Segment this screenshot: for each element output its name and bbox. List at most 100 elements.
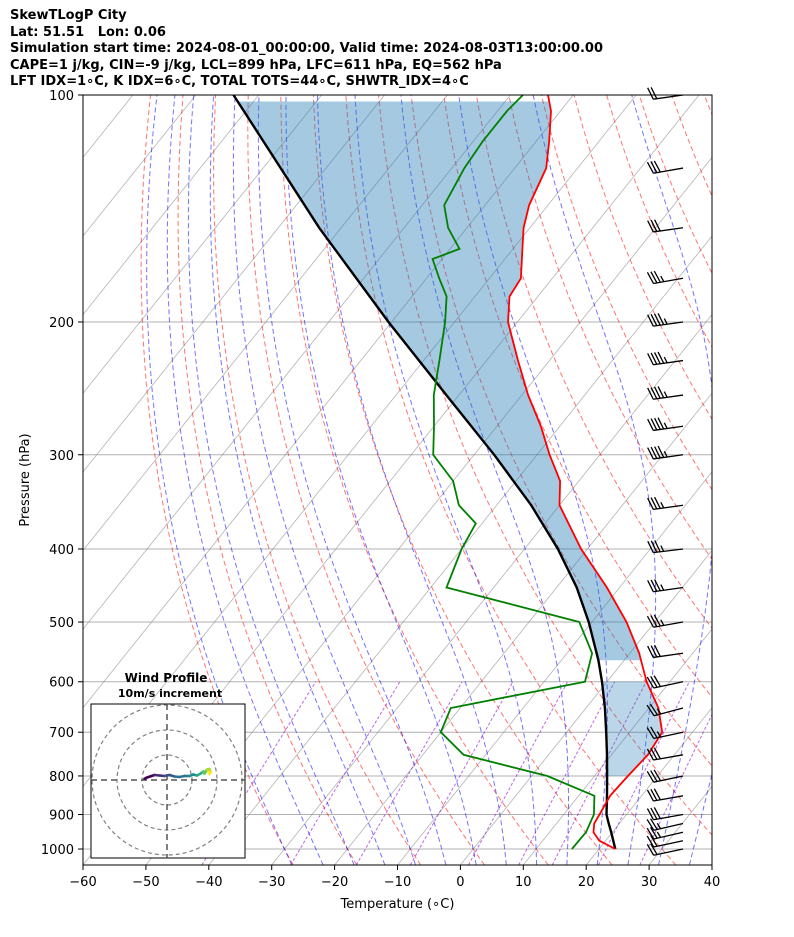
wind-barb-staff bbox=[653, 822, 684, 831]
moist-adiabat-line bbox=[720, 95, 794, 865]
wind-barb-flag bbox=[650, 807, 658, 820]
station-coords: Lat: 51.51 Lon: 0.06 bbox=[10, 24, 166, 40]
dry-adiabat-line bbox=[540, 95, 712, 491]
wind-barb-flag bbox=[660, 619, 665, 626]
wind-barb-staff bbox=[653, 621, 684, 628]
wind-barb-flag bbox=[650, 818, 658, 830]
wind-barb-flag bbox=[650, 352, 658, 365]
wind-barb-flag bbox=[646, 615, 655, 628]
wind-barb-flag bbox=[657, 351, 665, 364]
wind-barb bbox=[647, 351, 684, 366]
wind-barb-flag bbox=[654, 352, 661, 365]
wind-barb-flag bbox=[653, 160, 661, 173]
hodograph-subtitle: 10m/s increment bbox=[118, 687, 222, 700]
wind-barb-flag bbox=[656, 822, 662, 830]
cape-area bbox=[237, 101, 642, 661]
dry-adiabat-line bbox=[737, 95, 794, 865]
x-tick-label: −40 bbox=[195, 875, 222, 890]
wind-barb-staff bbox=[653, 359, 684, 366]
moist-adiabat-line bbox=[166, 95, 324, 865]
wind-barb-flag bbox=[653, 747, 661, 760]
wind-barb-staff bbox=[653, 831, 684, 840]
wind-barb-flag bbox=[647, 580, 654, 593]
moist-adiabat-line bbox=[400, 95, 569, 865]
wind-barb-staff bbox=[653, 731, 684, 740]
wind-barb-staff bbox=[653, 754, 684, 761]
wind-barb-flag bbox=[656, 708, 662, 715]
wind-barb bbox=[646, 747, 684, 761]
wind-barb bbox=[646, 675, 684, 689]
wind-barb-flag bbox=[647, 314, 654, 327]
wind-barb bbox=[647, 219, 684, 233]
wind-barb-flag bbox=[650, 788, 658, 801]
wind-barb-staff bbox=[653, 277, 684, 285]
wind-barb-flag bbox=[649, 703, 658, 716]
hodograph-rings bbox=[91, 704, 245, 858]
wind-barb-flag bbox=[650, 219, 658, 232]
wind-barb-flag bbox=[654, 496, 661, 509]
wind-barb bbox=[647, 313, 684, 327]
moist-adiabat-line bbox=[232, 95, 416, 865]
wind-barb-flag bbox=[660, 275, 665, 282]
wind-barb-flag bbox=[653, 769, 662, 782]
station-name: SkewTLogP City bbox=[10, 8, 127, 23]
wind-barb bbox=[647, 417, 684, 432]
wind-barb-flag bbox=[657, 386, 665, 399]
wind-barb-flag bbox=[654, 219, 661, 232]
y-tick-label: 1000 bbox=[41, 843, 74, 858]
mixing-ratio-line bbox=[355, 681, 463, 865]
wind-barb-flag bbox=[650, 827, 658, 839]
wind-barb-flag bbox=[646, 808, 655, 821]
moist-adiabats bbox=[146, 95, 794, 865]
wind-barb bbox=[647, 87, 684, 100]
wind-barb-flag bbox=[647, 645, 654, 658]
mixing-ratio-line bbox=[639, 713, 712, 865]
wind-barb bbox=[646, 788, 684, 802]
wind-barb-flag bbox=[646, 161, 655, 174]
wind-barb-staff bbox=[653, 681, 684, 689]
stability-indices-1: CAPE=1 j/kg, CIN=-9 j/kg, LCL=899 hPa, L… bbox=[10, 57, 502, 73]
isotherm-line bbox=[460, 549, 712, 865]
wind-barb-flag bbox=[646, 748, 655, 761]
wind-barb-staff bbox=[653, 813, 684, 821]
stability-indices-2: LFT IDX=1∘C, K IDX=6∘C, TOTAL TOTS=44∘C,… bbox=[10, 74, 469, 89]
hodograph-frame bbox=[90, 703, 246, 859]
wind-barb-flag bbox=[650, 497, 658, 510]
wind-barb-flag bbox=[646, 770, 655, 783]
dry-adiabat-line bbox=[177, 95, 358, 865]
dry-adiabat-line bbox=[247, 95, 485, 865]
wind-barb-flag bbox=[646, 835, 655, 848]
mixing-ratio-line bbox=[409, 681, 514, 865]
isotherm-line bbox=[83, 95, 197, 237]
wind-barb bbox=[646, 843, 684, 856]
dry-adiabat-line bbox=[312, 95, 613, 865]
wind-barb-flag bbox=[650, 615, 658, 627]
dry-adiabat-line bbox=[475, 95, 712, 630]
wind-barb-flag bbox=[650, 579, 658, 592]
wind-barb-flag bbox=[647, 387, 654, 400]
x-tick-label: 10 bbox=[515, 875, 532, 890]
wind-barb-flag bbox=[663, 356, 668, 364]
wind-barb-flag bbox=[653, 614, 661, 627]
wind-barb-flag bbox=[650, 314, 658, 326]
wind-barb-flag bbox=[657, 417, 665, 430]
dewpoint-profile-line bbox=[431, 95, 596, 850]
y-tick-label: 300 bbox=[49, 449, 74, 464]
isotherm-line bbox=[83, 95, 322, 394]
isotherm-line bbox=[83, 95, 385, 473]
wind-barb-flag bbox=[650, 161, 658, 173]
wind-barb-flag bbox=[663, 318, 668, 325]
y-tick-label: 800 bbox=[49, 770, 74, 785]
wind-barb-flag bbox=[650, 87, 658, 99]
wind-barb-flag bbox=[650, 645, 658, 658]
wind-barb-flag bbox=[660, 545, 665, 552]
dry-adiabat-line bbox=[638, 95, 712, 275]
isotherm-line bbox=[83, 95, 448, 552]
hodograph-title: Wind Profile bbox=[125, 671, 208, 685]
wind-barb-staff bbox=[653, 775, 684, 783]
wind-barb bbox=[647, 579, 684, 593]
dry-adiabat-line bbox=[345, 95, 677, 865]
wind-barb bbox=[647, 496, 684, 511]
wind-barb bbox=[646, 726, 684, 740]
